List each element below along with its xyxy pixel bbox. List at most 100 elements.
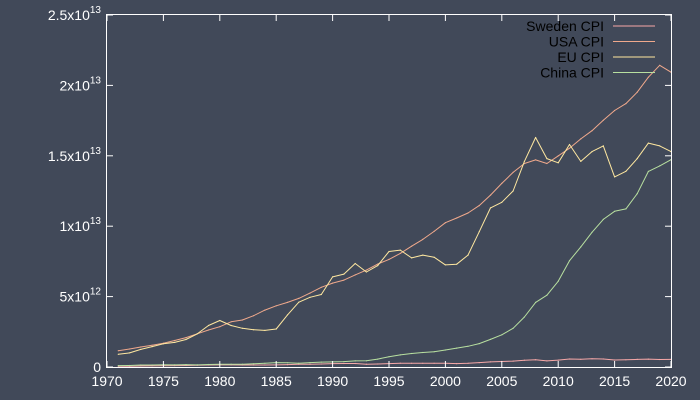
series-line <box>118 159 672 367</box>
data-point <box>286 314 289 316</box>
data-point <box>614 210 616 212</box>
data-point <box>140 365 142 367</box>
data-point <box>298 301 300 303</box>
series-layer <box>117 64 672 367</box>
legend-label: Sweden CPI <box>526 18 604 34</box>
data-point <box>399 354 401 356</box>
data-point <box>411 257 413 259</box>
data-point <box>298 362 300 364</box>
data-point <box>647 76 650 78</box>
data-point <box>151 365 153 367</box>
data-point <box>535 359 537 361</box>
y-tick-exponent: 13 <box>90 5 102 16</box>
y-tick-exponent: 13 <box>90 75 102 86</box>
data-point <box>275 305 277 307</box>
data-point <box>591 231 593 233</box>
data-point <box>580 138 582 140</box>
data-point <box>546 158 548 160</box>
data-point <box>320 363 322 365</box>
data-point <box>501 334 503 336</box>
data-point <box>332 282 334 284</box>
data-point <box>309 362 311 364</box>
data-point <box>298 363 300 365</box>
data-point <box>185 364 187 366</box>
data-point <box>365 360 367 362</box>
data-point <box>625 103 627 105</box>
x-tick-label: 2015 <box>599 373 630 389</box>
data-point <box>422 351 424 354</box>
data-point <box>489 207 492 209</box>
data-point <box>388 356 390 358</box>
y-tick-label: 5x1012 <box>60 287 102 305</box>
data-point <box>399 249 401 251</box>
data-point <box>625 170 627 172</box>
data-point <box>309 296 311 298</box>
data-point <box>253 364 255 366</box>
data-point <box>343 279 345 281</box>
y-tick-exponent: 13 <box>90 146 102 157</box>
data-point <box>433 230 435 232</box>
data-point <box>129 352 131 354</box>
data-point <box>580 160 582 162</box>
data-point <box>196 333 198 335</box>
data-point <box>343 273 345 275</box>
data-point <box>320 293 322 296</box>
data-point <box>444 349 446 351</box>
legend-label: USA CPI <box>549 34 604 50</box>
series-line <box>118 358 672 367</box>
data-point <box>264 309 266 311</box>
data-point <box>129 364 131 367</box>
y-tick-mantissa: 0 <box>93 359 101 375</box>
data-point <box>501 201 503 203</box>
data-point <box>365 271 367 273</box>
data-point <box>207 363 210 366</box>
data-point <box>275 328 277 330</box>
data-point <box>309 292 311 294</box>
x-tick-label: 1990 <box>317 373 348 389</box>
data-point <box>140 364 142 366</box>
data-point <box>444 222 446 224</box>
data-point <box>174 339 176 342</box>
data-point <box>185 338 187 341</box>
data-point <box>591 151 593 153</box>
y-tick-mantissa: 5x10 <box>60 289 91 305</box>
data-point <box>535 159 537 161</box>
data-point <box>456 217 458 219</box>
data-point <box>535 136 537 139</box>
data-point <box>264 329 266 331</box>
data-point <box>557 280 559 282</box>
y-tick-exponent: 12 <box>90 287 102 298</box>
data-point <box>456 363 458 365</box>
data-point <box>546 360 548 362</box>
data-point <box>467 345 469 347</box>
data-point <box>422 362 424 364</box>
data-point <box>377 358 379 360</box>
x-tick-label: 2005 <box>486 373 517 389</box>
data-point <box>286 362 289 364</box>
data-point <box>219 319 221 322</box>
x-tick-label: 2020 <box>655 373 686 389</box>
data-point <box>433 351 435 353</box>
data-point <box>140 348 142 350</box>
data-point <box>320 361 322 363</box>
data-point <box>489 338 492 340</box>
data-point <box>253 315 255 317</box>
data-point <box>433 362 435 364</box>
data-point <box>207 324 210 327</box>
data-point <box>151 346 153 348</box>
data-point <box>298 297 300 299</box>
data-point <box>512 360 514 362</box>
data-point <box>230 321 232 323</box>
data-point <box>399 252 401 254</box>
data-point <box>286 364 289 366</box>
data-point <box>568 143 571 146</box>
y-tick-mantissa: 2.5x10 <box>48 7 90 23</box>
data-point <box>523 359 526 361</box>
data-point <box>478 231 480 233</box>
series-line <box>118 64 672 352</box>
data-point <box>512 327 514 329</box>
data-point <box>523 316 526 318</box>
